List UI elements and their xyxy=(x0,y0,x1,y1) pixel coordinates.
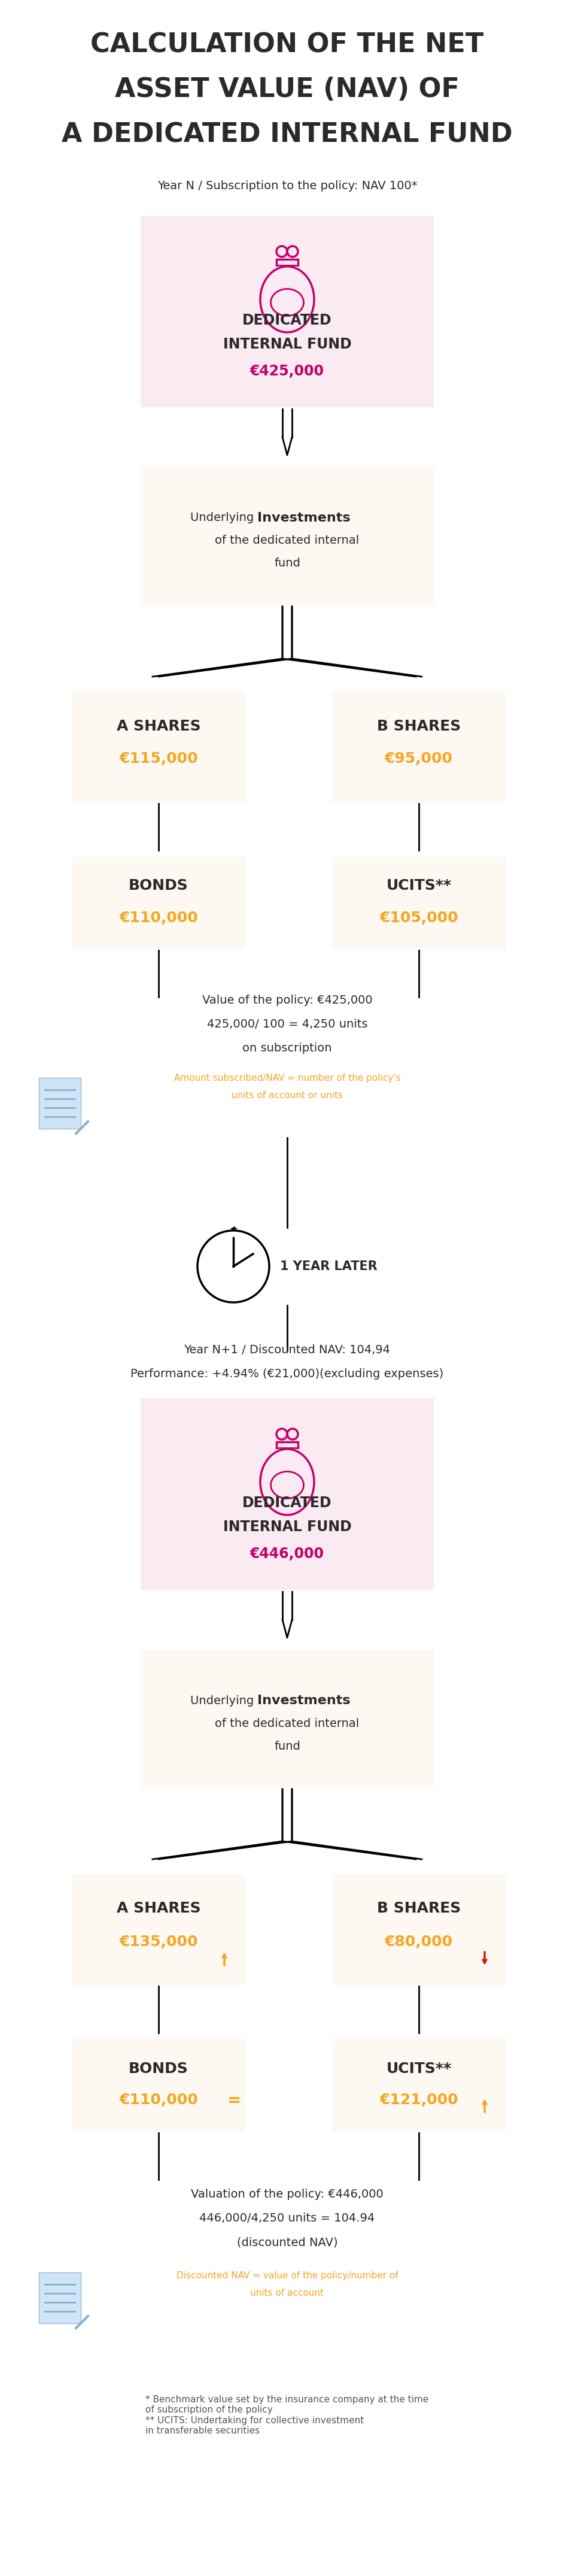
Text: 425,000/ 100 = 4,250 units: 425,000/ 100 = 4,250 units xyxy=(207,1018,367,1030)
Text: =: = xyxy=(228,2092,242,2110)
Bar xyxy=(141,216,434,407)
Bar xyxy=(332,690,505,801)
Bar xyxy=(332,1875,505,1986)
Text: * Benchmark value set by the insurance company at the time
of subscription of th: * Benchmark value set by the insurance c… xyxy=(145,2396,429,2434)
Text: of the dedicated internal: of the dedicated internal xyxy=(215,1718,359,1728)
Text: A SHARES: A SHARES xyxy=(117,719,201,734)
Text: B SHARES: B SHARES xyxy=(377,719,461,734)
Text: Year N / Subscription to the policy: NAV 100*: Year N / Subscription to the policy: NAV… xyxy=(157,180,417,191)
Text: A SHARES: A SHARES xyxy=(117,1901,201,1917)
Text: €425,000: €425,000 xyxy=(250,363,324,379)
Text: DEDICATED: DEDICATED xyxy=(243,1497,332,1510)
Text: fund: fund xyxy=(274,1741,300,1752)
Text: €135,000: €135,000 xyxy=(119,1935,198,1950)
Text: €95,000: €95,000 xyxy=(385,752,453,765)
Text: B SHARES: B SHARES xyxy=(377,1901,461,1917)
Text: Amount subscribed/NAV = number of the policy's: Amount subscribed/NAV = number of the po… xyxy=(174,1074,400,1082)
Bar xyxy=(39,1077,81,1128)
Bar xyxy=(72,2038,246,2133)
Text: units of account: units of account xyxy=(250,2290,324,2298)
Text: UCITS**: UCITS** xyxy=(386,2061,451,2076)
Text: CALCULATION OF THE NET: CALCULATION OF THE NET xyxy=(91,31,484,57)
Text: Underlying: Underlying xyxy=(190,513,257,523)
Text: INTERNAL FUND: INTERNAL FUND xyxy=(223,337,351,350)
Text: 1 YEAR LATER: 1 YEAR LATER xyxy=(280,1260,377,1273)
Text: of the dedicated internal: of the dedicated internal xyxy=(215,536,359,546)
Text: €446,000: €446,000 xyxy=(250,1546,324,1561)
Text: BONDS: BONDS xyxy=(129,878,189,894)
Text: INTERNAL FUND: INTERNAL FUND xyxy=(223,1520,351,1535)
Text: on subscription: on subscription xyxy=(243,1043,332,1054)
Text: units of account or units: units of account or units xyxy=(232,1092,343,1100)
Bar xyxy=(332,2038,505,2133)
Text: Discounted NAV = value of the policy/number of: Discounted NAV = value of the policy/num… xyxy=(177,2272,398,2280)
Text: Value of the policy: €425,000: Value of the policy: €425,000 xyxy=(202,994,373,1005)
Text: Underlying: Underlying xyxy=(190,1695,257,1705)
Text: UCITS**: UCITS** xyxy=(386,878,451,894)
Text: €105,000: €105,000 xyxy=(380,909,458,925)
Bar xyxy=(72,690,246,801)
Text: ASSET VALUE (NAV) OF: ASSET VALUE (NAV) OF xyxy=(115,77,459,103)
Text: (discounted NAV): (discounted NAV) xyxy=(237,2236,338,2249)
Circle shape xyxy=(197,1231,269,1303)
Bar xyxy=(332,855,505,948)
Text: €110,000: €110,000 xyxy=(119,2094,198,2107)
Bar xyxy=(141,1399,434,1589)
Bar xyxy=(72,1875,246,1986)
Text: Investments: Investments xyxy=(257,1695,350,1705)
Text: fund: fund xyxy=(274,559,300,569)
Text: 446,000/4,250 units = 104.94: 446,000/4,250 units = 104.94 xyxy=(200,2213,375,2223)
Text: €121,000: €121,000 xyxy=(380,2094,458,2107)
Text: €110,000: €110,000 xyxy=(119,909,198,925)
Text: €115,000: €115,000 xyxy=(119,752,198,765)
Bar xyxy=(141,1649,434,1788)
Text: Investments: Investments xyxy=(257,513,350,523)
Bar xyxy=(141,466,434,605)
Text: Valuation of the policy: €446,000: Valuation of the policy: €446,000 xyxy=(191,2190,384,2200)
Text: €80,000: €80,000 xyxy=(385,1935,453,1950)
Text: DEDICATED: DEDICATED xyxy=(243,314,332,327)
Text: Year N+1 / Discounted NAV: 104,94: Year N+1 / Discounted NAV: 104,94 xyxy=(184,1345,390,1355)
Text: A DEDICATED INTERNAL FUND: A DEDICATED INTERNAL FUND xyxy=(62,121,513,147)
Text: BONDS: BONDS xyxy=(129,2061,189,2076)
Bar xyxy=(39,2272,81,2324)
Text: Performance: +4.94% (€21,000)(excluding expenses): Performance: +4.94% (€21,000)(excluding … xyxy=(131,1368,444,1381)
Bar xyxy=(72,855,246,948)
